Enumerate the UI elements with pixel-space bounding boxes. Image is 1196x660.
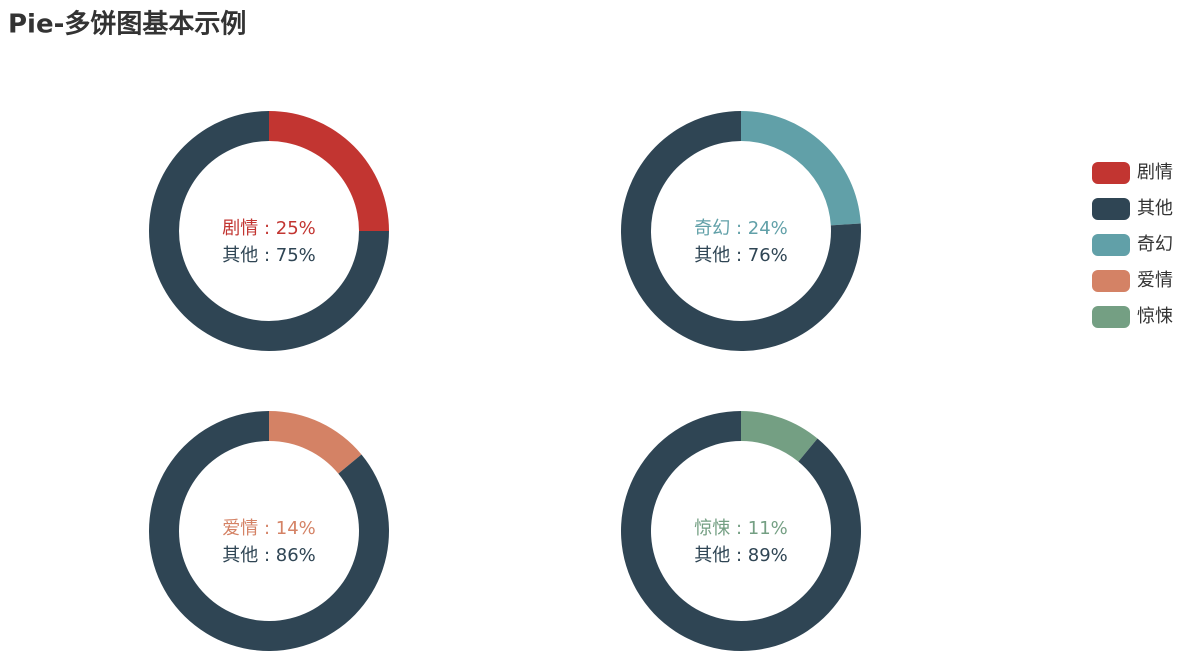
data-label: 惊悚 : 11%	[694, 518, 788, 539]
pie-slice	[741, 411, 818, 462]
data-label: 其他 : 75%	[222, 245, 316, 266]
pie-slice	[269, 111, 389, 231]
pie-slice	[741, 111, 861, 226]
legend-label[interactable]: 剧情	[1137, 162, 1173, 183]
legend-swatch[interactable]	[1092, 270, 1130, 292]
legend-swatch[interactable]	[1092, 234, 1130, 256]
data-label: 奇幻 : 24%	[694, 218, 788, 239]
legend-swatch[interactable]	[1092, 162, 1130, 184]
legend-swatch[interactable]	[1092, 198, 1130, 220]
chart-title: Pie-多饼图基本示例	[8, 10, 246, 40]
data-label: 其他 : 76%	[694, 245, 788, 266]
legend-label[interactable]: 爱情	[1137, 270, 1173, 291]
legend-label[interactable]: 其他	[1137, 198, 1173, 219]
legend-label[interactable]: 惊悚	[1137, 306, 1173, 327]
pie-slice	[269, 411, 362, 474]
data-label: 其他 : 89%	[694, 545, 788, 566]
legend-swatch[interactable]	[1092, 306, 1130, 328]
data-label: 爱情 : 14%	[222, 518, 316, 539]
data-label: 其他 : 86%	[222, 545, 316, 566]
data-label: 剧情 : 25%	[222, 218, 316, 239]
legend-label[interactable]: 奇幻	[1137, 234, 1173, 255]
